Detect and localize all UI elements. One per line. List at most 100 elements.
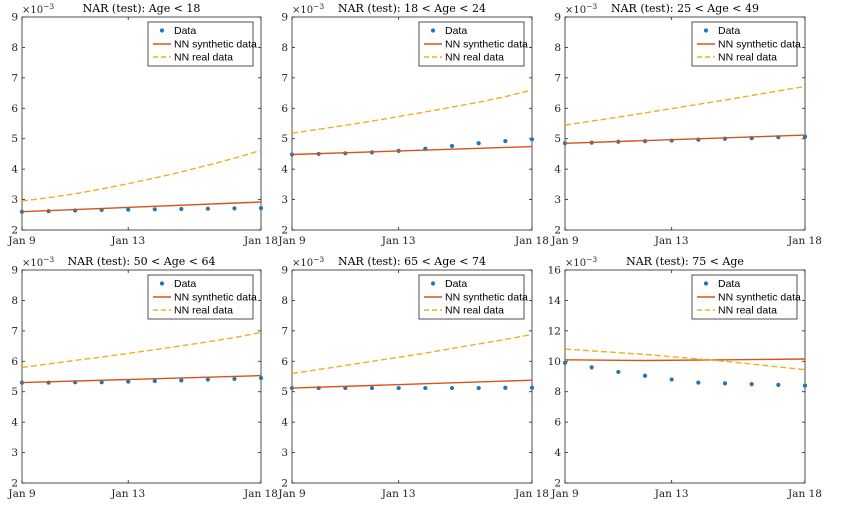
data-point [589, 365, 594, 370]
legend-real-label: NN real data [718, 305, 777, 317]
y-tick-label: 3 [281, 447, 288, 459]
y-exponent-label: ×10−3 [292, 2, 324, 16]
y-tick-label: 4 [554, 447, 561, 459]
y-tick-label: 5 [281, 133, 288, 145]
data-point [562, 360, 568, 365]
data-point [776, 382, 781, 387]
legend-synthetic-label: NN synthetic data [174, 292, 257, 304]
nn-real-data-line [291, 333, 533, 375]
y-tick-label: 5 [554, 133, 561, 145]
data-point [476, 385, 481, 391]
data-point [802, 383, 808, 388]
chart-panel-4: 2 3 4 5 6 7 8 9 Jan 9 Jan 13 Jan 18 ×10−3 NAR (test)… [7, 255, 278, 500]
y-tick-label: 3 [281, 194, 288, 206]
legend-real-label: NN real data [445, 305, 504, 317]
legend-real-label: NN real data [174, 52, 233, 64]
y-tick-label: 9 [11, 12, 18, 24]
data-point [289, 152, 295, 157]
y-tick-label: 5 [11, 133, 18, 145]
x-tick-label: Jan 13 [654, 488, 689, 500]
legend-real-label: NN real data [445, 52, 504, 64]
y-tick-label: 2 [11, 225, 18, 237]
legend-data-label: Data [445, 278, 467, 290]
data-point [722, 381, 728, 386]
y-tick-label: 7 [554, 72, 561, 84]
x-tick-label: Jan 18 [514, 235, 549, 247]
data-point [258, 205, 264, 211]
y-tick-label: 9 [281, 12, 288, 24]
y-tick-label: 12 [548, 325, 561, 337]
data-point [369, 385, 375, 391]
data-point [696, 380, 701, 385]
data-point [616, 369, 621, 375]
x-tick-label: Jan 18 [787, 488, 822, 500]
chart-panel-2: 2 3 4 5 6 7 8 9 Jan 9 Jan 13 Jan 18 ×10−3 NAR (test)… [277, 2, 549, 247]
x-tick-label: Jan 13 [654, 235, 689, 247]
y-tick-label: 4 [281, 417, 288, 429]
y-tick-label: 3 [11, 194, 18, 206]
y-tick-label: 8 [554, 42, 561, 54]
y-tick-label: 8 [11, 42, 18, 54]
y-tick-label: 10 [548, 356, 561, 368]
data-point [669, 377, 674, 382]
y-tick-label: 6 [11, 103, 18, 115]
y-exponent-label: ×10−3 [565, 255, 597, 269]
nn-synthetic-data-line [564, 358, 806, 362]
legend-data-label: Data [718, 25, 740, 37]
data-point [19, 209, 25, 214]
data-point [232, 376, 237, 382]
legend-data-marker [703, 281, 709, 286]
chart-title: NAR (test): 75 < Age [626, 255, 744, 268]
data-point [152, 378, 157, 384]
y-exponent-label: ×10−3 [22, 255, 54, 269]
legend-synthetic-label: NN synthetic data [718, 39, 801, 51]
x-tick-label: Jan 9 [277, 488, 305, 500]
data-point [449, 385, 455, 391]
x-tick-label: Jan 13 [381, 488, 416, 500]
nn-real-data-line [564, 348, 806, 371]
data-point [126, 207, 131, 212]
data-point [529, 137, 535, 142]
x-tick-label: Jan 18 [243, 488, 278, 500]
data-point [258, 375, 264, 381]
x-tick-label: Jan 9 [277, 235, 305, 247]
y-tick-label: 6 [281, 103, 288, 115]
x-tick-label: Jan 18 [514, 488, 549, 500]
y-tick-label: 7 [11, 325, 18, 337]
nn-real-data-line [21, 149, 262, 202]
y-tick-label: 6 [554, 417, 561, 429]
y-tick-label: 9 [554, 12, 561, 24]
data-point [232, 206, 237, 211]
data-point [503, 385, 508, 390]
y-tick-label: 4 [11, 164, 18, 176]
x-tick-label: Jan 9 [7, 488, 35, 500]
y-tick-label: 8 [11, 295, 18, 307]
y-tick-label: 2 [554, 478, 561, 490]
legend-data-marker [430, 28, 436, 33]
data-point [423, 385, 428, 391]
legend-data-label: Data [718, 278, 740, 290]
y-tick-label: 2 [281, 225, 288, 237]
y-tick-label: 3 [554, 194, 561, 206]
chart-title: NAR (test): 25 < Age < 49 [611, 2, 759, 15]
y-tick-label: 4 [11, 417, 18, 429]
nn-synthetic-data-line [564, 134, 806, 144]
nn-real-data-line [564, 85, 806, 126]
nn-real-data-line [291, 89, 533, 134]
y-tick-label: 6 [11, 356, 18, 368]
y-tick-label: 7 [281, 72, 288, 84]
data-point [179, 206, 184, 212]
y-tick-label: 7 [11, 72, 18, 84]
x-tick-label: Jan 18 [243, 235, 278, 247]
data-point [205, 377, 210, 382]
chart-title: NAR (test): 18 < Age < 24 [338, 2, 486, 15]
legend-data-marker [159, 28, 165, 33]
data-point [529, 385, 535, 390]
chart-title: NAR (test): Age < 18 [83, 2, 201, 15]
